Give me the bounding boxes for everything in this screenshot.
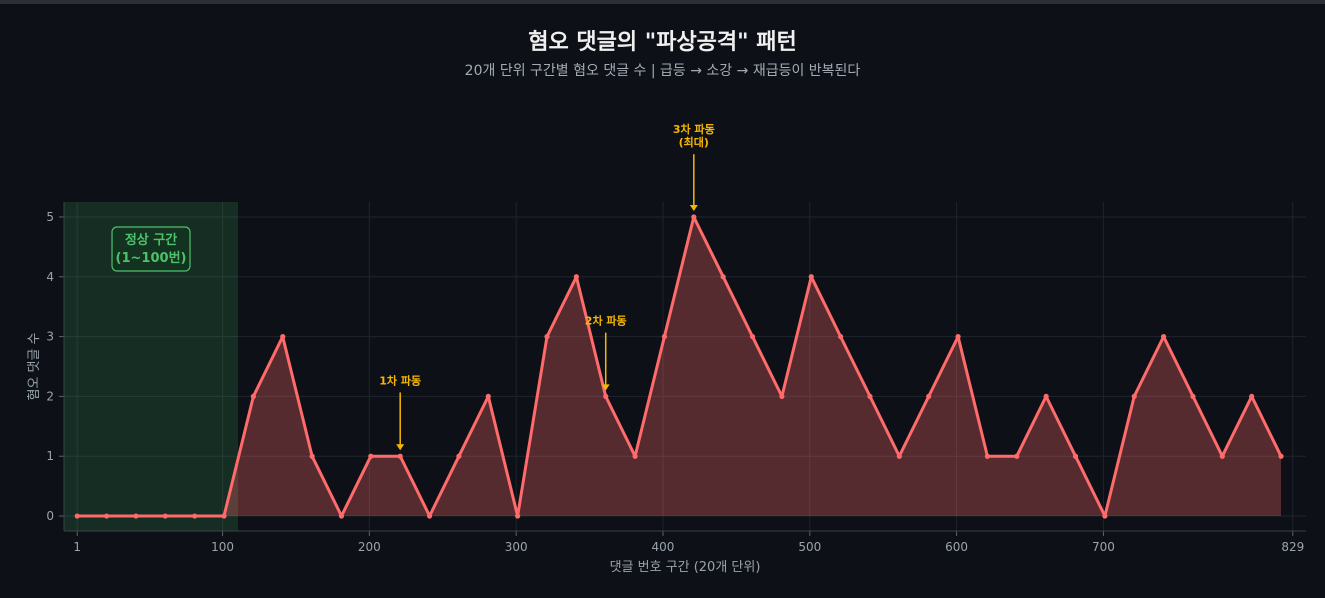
annotation-label: 1차 파동 [379,373,421,387]
data-point [573,274,579,280]
x-tick-label: 400 [652,540,675,554]
series-points [74,214,1284,519]
data-point [1219,453,1225,459]
y-tick-label: 5 [46,210,54,224]
normal-zone-range-label: (1~100번) [116,251,187,266]
annotation-arrowhead [689,204,698,211]
x-tick-label: 300 [505,540,528,554]
data-point [838,333,844,340]
axes: 0 1 2 3 4 5 1 100 200 300 400 500 600 700 829 [46,202,1306,554]
data-point [1043,393,1049,400]
data-point [984,453,991,459]
data-point [926,393,932,400]
data-point [309,453,315,459]
y-tick-label: 2 [46,389,54,403]
data-point [338,513,345,519]
data-point [1160,333,1167,340]
window-top-bar [0,0,1325,4]
annotations: 1차 파동 2차 파동 3차 파동(최대) [379,122,715,451]
chart-title: 혐오 댓글의 "파상공격" 패턴 [528,30,797,55]
highlight-region: 정상 구간 (1~100번) [64,202,239,531]
annotation-label: 3차 파동 [673,122,715,136]
data-point [749,333,756,340]
data-point [1072,453,1079,459]
series-area [77,217,1282,517]
data-point [133,513,139,519]
data-point [485,393,491,400]
data-point [397,453,403,459]
data-point [456,453,462,459]
y-axis-label: 혐오 댓글 수 [27,332,42,400]
data-point [603,393,609,400]
annotation-arrowhead [601,384,610,391]
y-tick-label: 0 [46,509,54,523]
data-point [779,393,785,400]
data-point [280,333,286,340]
data-point [661,333,668,340]
data-point [544,333,550,340]
chart-subtitle: 20개 단위 구간별 혐오 댓글 수 | 급등 → 소강 → 재급등이 반복된다 [464,63,861,79]
normal-zone-label: 정상 구간 [125,232,177,248]
data-point [515,513,521,519]
normal-zone-label-box [111,226,191,272]
x-tick-label: 200 [358,540,381,554]
annotation-label: (최대) [679,135,709,149]
series-line [77,215,1283,518]
data-point [691,214,697,220]
y-tick-label: 1 [46,449,54,463]
y-tick-label: 3 [46,330,54,344]
series-line-layer [77,215,1283,518]
data-point [955,333,961,340]
data-point [192,513,198,519]
x-tick-label: 500 [798,540,821,554]
data-point [426,513,433,519]
annotation-arrowhead [396,444,405,451]
data-point [867,393,873,400]
data-point [1102,513,1108,519]
x-tick-label: 600 [945,540,968,554]
data-point [1131,393,1137,400]
x-tick-label: 700 [1092,540,1115,554]
data-point [632,453,638,459]
data-point [368,453,374,459]
grid [64,202,1306,531]
x-tick-label: 100 [211,540,234,554]
data-point [1249,393,1255,400]
y-tick-label: 4 [46,270,54,284]
data-point [74,513,80,519]
data-point [250,393,256,400]
data-point [1190,393,1196,400]
data-point [221,513,227,519]
series-area-fill [77,217,1282,517]
x-tick-label: 829 [1281,540,1304,554]
data-point [1014,453,1020,459]
data-point [720,274,726,280]
data-point [1278,453,1284,459]
x-tick-label: 1 [73,540,81,554]
data-point [103,513,110,519]
x-axis-label: 댓글 번호 구간 (20개 단위) [610,560,761,575]
data-point [162,513,168,519]
data-point [808,274,814,280]
annotation-label: 2차 파동 [585,314,627,328]
data-point [896,453,902,459]
